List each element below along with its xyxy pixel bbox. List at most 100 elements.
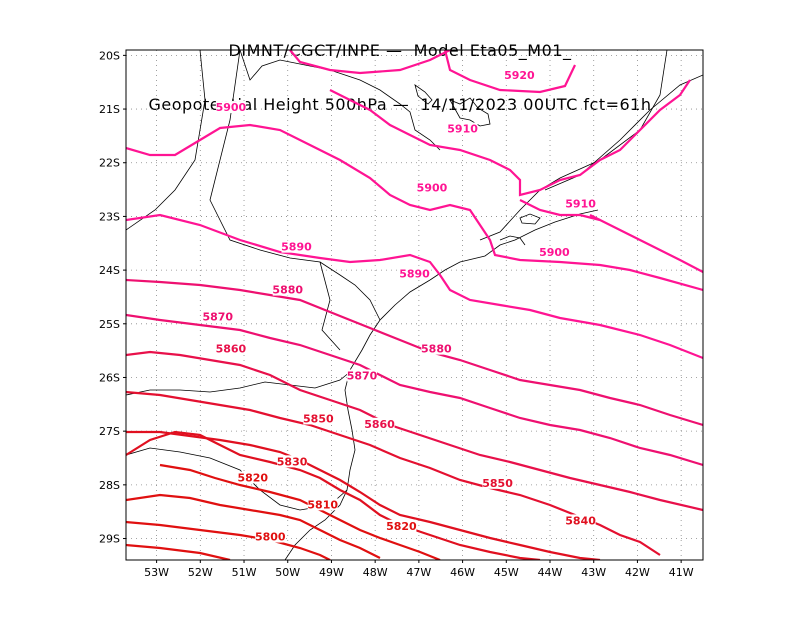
coastline-south: [284, 279, 431, 560]
contour-label-bg: [364, 417, 395, 430]
contour-label-bg: [202, 310, 233, 323]
contour-label-5830: 5830: [277, 455, 308, 468]
contour-5890: [126, 213, 703, 360]
contour-label-5860: 5860: [364, 418, 395, 431]
contour-5880: [126, 278, 703, 427]
lat-tick-label: 26S: [99, 371, 120, 384]
plot-frame: [125, 49, 704, 561]
contour-5820: [159, 463, 441, 560]
lake-minas: [449, 97, 491, 127]
coastline-sp: [429, 209, 599, 281]
contour-label-5850: 5850: [303, 412, 334, 425]
contour-5840: [126, 430, 601, 560]
contour-label-bg: [399, 267, 430, 280]
lat-tick-label: 22S: [99, 157, 120, 170]
lon-tick-label: 49W: [319, 566, 344, 579]
contour-5910: [329, 79, 691, 222]
lat-tick-label: 25S: [99, 318, 120, 331]
lon-tick-label: 46W: [450, 566, 475, 579]
lat-tick-label: 21S: [99, 103, 120, 116]
contour-label-5910: 5910: [447, 123, 478, 136]
contour-label-5900: 5900: [417, 182, 448, 195]
lat-tick-label: 20S: [99, 49, 120, 62]
lat-tick-label: 27S: [99, 425, 120, 438]
contour-5900: [126, 123, 703, 292]
contour-label-5860: 5860: [216, 343, 247, 356]
contour-label-5850: 5850: [482, 477, 513, 490]
lat-tick-label: 28S: [99, 479, 120, 492]
contour-5800: [126, 520, 331, 560]
lat-tick-label: 29S: [99, 533, 120, 546]
axis-ticks: 20S 21S 22S 23S 24S 25S 26S 27S 28S 29S 53W 52W 51W 5…: [99, 49, 694, 579]
reservoir: [414, 84, 433, 105]
lon-tick-label: 44W: [538, 566, 563, 579]
lon-tick-label: 45W: [494, 566, 519, 579]
contour-label-bg: [307, 498, 338, 511]
lat-tick-label: 23S: [99, 210, 120, 223]
contour-label-5810: 5810: [307, 498, 338, 511]
contour-label-bg: [272, 283, 303, 296]
contour-5920: [289, 50, 576, 94]
contour-label-5880: 5880: [421, 343, 452, 356]
contour-5870: [126, 313, 703, 467]
lon-tick-label: 42W: [625, 566, 650, 579]
contour-label-bg: [347, 369, 378, 382]
contour-label-5890: 5890: [281, 241, 312, 254]
contour-5850: [126, 390, 661, 556]
contour-label-5920: 5920: [504, 69, 535, 82]
lon-tick-label: 43W: [581, 566, 606, 579]
lon-tick-label: 51W: [232, 566, 257, 579]
contour-label-bg: [303, 412, 334, 425]
contour-5810: [126, 493, 381, 559]
contour-label-5820: 5820: [386, 520, 417, 533]
contour-label-bg: [215, 101, 246, 114]
contour-5860: [126, 350, 703, 512]
contour-label-5880: 5880: [272, 284, 303, 297]
contour-label-bg: [504, 68, 535, 81]
contour-label-bg: [281, 240, 312, 253]
island: [519, 213, 541, 225]
lon-tick-label: 50W: [275, 566, 300, 579]
state-border-west: [126, 50, 206, 231]
contour-label-5870: 5870: [347, 369, 378, 382]
coastline-and-borders: [126, 50, 703, 560]
contour-label-bg: [482, 476, 513, 489]
lon-tick-label: 53W: [144, 566, 169, 579]
contour-5830: [126, 430, 541, 560]
contour-label-bg: [565, 197, 596, 210]
contour-label-5910: 5910: [565, 198, 596, 211]
state-border-rio: [479, 50, 668, 241]
lon-tick-label: 48W: [363, 566, 388, 579]
contour-labels: 5920 5910 5910 5900 5900 5900 5890 5890 5880 5880…: [202, 68, 596, 544]
contour-label-5870: 5870: [202, 310, 233, 323]
contour-label-bg: [539, 246, 570, 258]
contour-label-bg: [255, 530, 286, 543]
lon-tick-label: 47W: [406, 566, 431, 579]
state-border-pr-sc: [126, 371, 351, 396]
contour-label-bg: [215, 342, 246, 355]
contour-label-5900: 5900: [539, 246, 570, 259]
lon-tick-label: 52W: [188, 566, 213, 579]
state-border-north: [239, 50, 441, 151]
state-border-pr-sp: [319, 261, 381, 321]
lon-tick-label: 41W: [669, 566, 694, 579]
state-border-east: [544, 74, 703, 191]
contour-label-5820: 5820: [237, 471, 268, 484]
contour-label-bg: [277, 455, 308, 468]
contour-label-5890: 5890: [399, 267, 430, 280]
contour-label-bg: [386, 519, 417, 532]
contour-label-5840: 5840: [565, 514, 596, 527]
contour-label-bg: [421, 342, 452, 355]
lat-tick-label: 24S: [99, 264, 120, 277]
contour-label-bg: [237, 471, 268, 484]
bay-guanabara: [499, 235, 526, 246]
height-contours: [126, 50, 703, 560]
contour-label-5800: 5800: [255, 531, 286, 544]
title-line-2: Geopotential Height 500hPa — 14/11/2023 …: [148, 95, 652, 114]
contour-label-5900: 5900: [216, 101, 247, 114]
state-border-mid: [209, 50, 341, 351]
contour-label-bg: [565, 514, 596, 527]
contour-5790: [126, 543, 231, 560]
contour-label-bg: [447, 122, 478, 135]
